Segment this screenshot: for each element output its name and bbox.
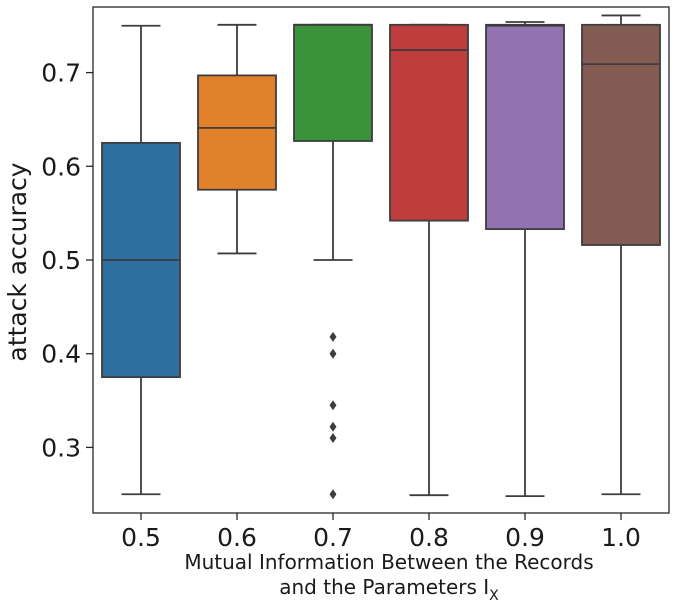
outlier-point: [329, 421, 337, 432]
plot-marks: [101, 14, 661, 500]
x-tick-label: 0.9: [505, 523, 545, 552]
iqr-box: [197, 74, 277, 191]
y-tick-label: 0.4: [41, 340, 81, 369]
iqr-box: [485, 23, 565, 230]
box-0-9: [485, 21, 565, 498]
x-axis-title-line-2-text: and the Parameters I: [279, 575, 489, 599]
y-tick-label: 0.5: [41, 246, 81, 275]
x-axis: 0.5 0.6 0.7 0.8 0.9 1.0: [121, 513, 641, 552]
x-tick-label: 0.7: [313, 523, 353, 552]
x-axis-title-subscript: X: [489, 588, 499, 604]
outlier-point: [329, 489, 337, 500]
y-axis-title: attack accuracy: [3, 162, 32, 361]
box-0-7: [293, 23, 373, 500]
outlier-point: [329, 400, 337, 411]
x-axis-title-line-2: and the Parameters IX: [279, 575, 499, 604]
x-tick-label: 0.8: [409, 523, 449, 552]
iqr-box: [293, 23, 373, 142]
x-axis-title-line-1: Mutual Information Between the Records: [184, 550, 593, 574]
iqr-box: [389, 23, 469, 222]
iqr-box: [581, 23, 661, 246]
outlier-point: [329, 433, 337, 444]
outlier-point: [329, 331, 337, 342]
y-tick-label: 0.3: [41, 433, 81, 462]
y-tick-label: 0.6: [41, 152, 81, 181]
box-1-0: [581, 14, 661, 496]
box-0-8: [389, 23, 469, 497]
x-tick-label: 1.0: [601, 523, 641, 552]
y-axis: 0.3 0.4 0.5 0.6 0.7: [41, 59, 93, 462]
y-tick-label: 0.7: [41, 59, 81, 88]
x-tick-label: 0.5: [121, 523, 161, 552]
x-tick-label: 0.6: [217, 523, 257, 552]
box-0-5: [101, 24, 181, 496]
box-0-6: [197, 23, 277, 255]
outlier-point: [329, 348, 337, 359]
